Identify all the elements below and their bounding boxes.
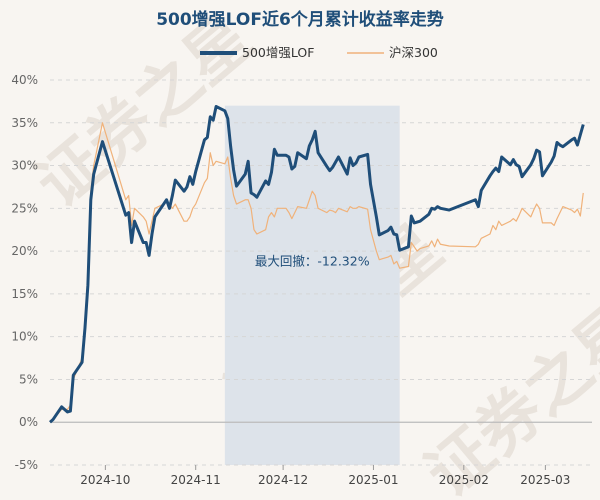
legend-item-index[interactable]: 沪深300 [347,45,438,60]
x-tick-label: 2025-03 [520,473,570,487]
x-tick-label: 2024-12 [258,473,308,487]
y-tick-label: 20% [11,244,38,258]
x-tick-label: 2025-01 [348,473,398,487]
y-tick-label: -5% [15,458,38,472]
x-tick-label: 2024-10 [80,473,130,487]
y-tick-label: 25% [11,201,38,215]
series-line-index [49,122,584,423]
grid-layer [50,79,592,466]
legend-label-index: 沪深300 [389,45,438,60]
y-tick-label: 5% [19,372,38,386]
legend-item-fund[interactable]: 500增强LOF [200,45,314,60]
x-tick-label: 2024-11 [171,473,221,487]
x-tick-label: 2025-02 [439,473,489,487]
y-tick-label: 40% [11,73,38,87]
drawdown-band-layer [224,105,400,466]
drawdown-label: 最大回撤：-12.32% [255,254,370,269]
legend: 500增强LOF 沪深300 [200,45,438,60]
y-tick-label: 35% [11,116,38,130]
y-tick-label: 30% [11,159,38,173]
chart-title: 500增强LOF近6个月累计收益率走势 [156,9,444,30]
series-line-fund [49,105,585,424]
y-tick-label: 10% [11,330,38,344]
legend-label-fund: 500增强LOF [242,45,314,60]
drawdown-band [224,105,400,466]
y-tick-label: 15% [11,287,38,301]
axis-layer: -5% 0% 5% 10% 15% 20% 25% 30% 35% 40% 2024-10 2024-… [11,73,570,487]
watermark-text-3: 证券之星 [413,291,600,500]
series-layer [49,105,585,424]
y-tick-label: 0% [19,415,38,429]
